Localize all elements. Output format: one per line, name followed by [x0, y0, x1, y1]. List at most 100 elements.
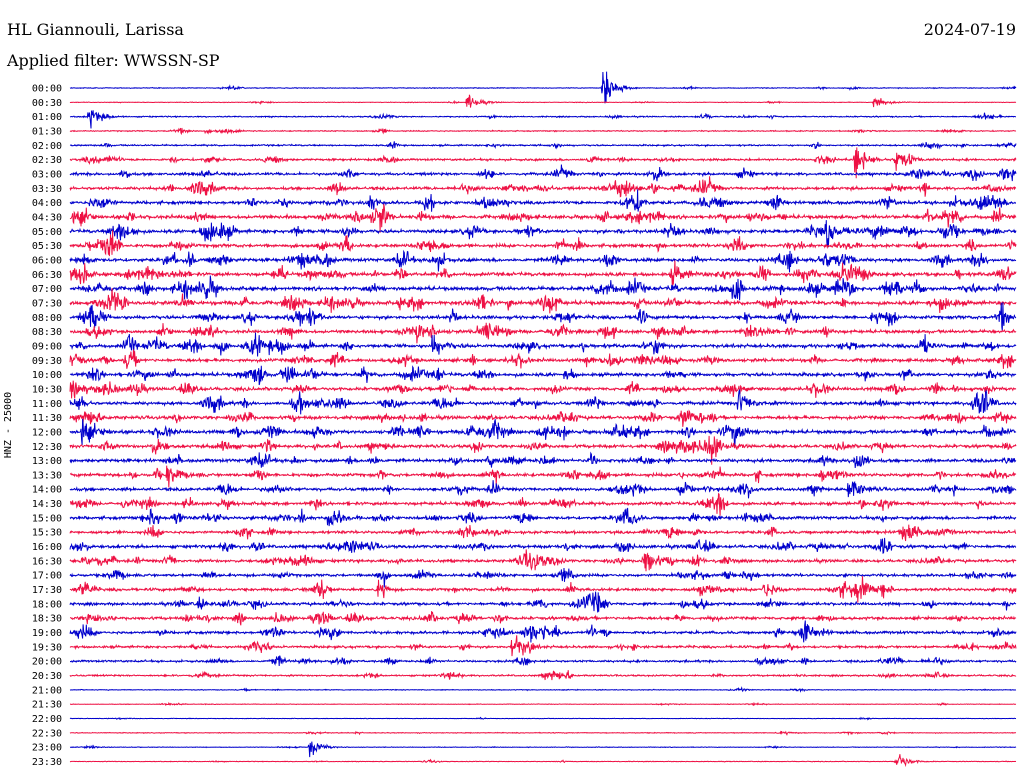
row-time-label: 22:00: [32, 714, 62, 725]
row-time-label: 06:00: [32, 255, 62, 266]
date-label: 2024-07-19: [923, 20, 1016, 39]
trace-row: [69, 94, 1017, 108]
trace-row: [69, 686, 1017, 693]
row-time-label: 21:30: [32, 700, 62, 711]
trace-row: [69, 349, 1017, 369]
trace-row: [69, 365, 1017, 386]
row-time-label: 18:00: [32, 599, 62, 610]
trace-row: [69, 451, 1017, 469]
trace-row: [69, 537, 1017, 554]
row-time-label: 14:00: [32, 485, 62, 496]
trace-row: [70, 655, 1017, 667]
trace-row: [69, 620, 1017, 643]
row-time-label: 12:00: [32, 427, 62, 438]
trace-row: [69, 220, 1017, 248]
station-title: HL Giannouli, Larissa: [7, 20, 184, 39]
row-time-label: 19:00: [32, 628, 62, 639]
trace-row: [69, 670, 1017, 681]
trace-row: [69, 576, 1017, 603]
row-time-label: 01:00: [32, 112, 62, 123]
row-time-label: 02:00: [32, 141, 62, 152]
trace-row: [69, 611, 1017, 626]
row-time-label: 10:30: [32, 384, 62, 395]
row-time-label: 05:30: [32, 241, 62, 252]
trace-row: [69, 275, 1017, 301]
row-time-label: 20:00: [32, 657, 62, 668]
row-time-label: 12:30: [32, 442, 62, 453]
row-time-label: 11:00: [32, 399, 62, 410]
row-time-label: 06:30: [32, 270, 62, 281]
trace-row: [69, 249, 1017, 273]
row-time-label: 05:00: [32, 227, 62, 238]
trace-row: [69, 591, 1017, 613]
trace-row: [69, 230, 1017, 257]
row-time-label: 23:30: [32, 757, 62, 768]
row-time-label: 15:00: [32, 513, 62, 524]
trace-row: [69, 409, 1017, 427]
trace-row: [69, 465, 1017, 488]
trace-row: [69, 524, 1017, 542]
trace-row: [69, 380, 1017, 399]
trace-row: [69, 141, 1017, 150]
trace-row: [69, 127, 1017, 136]
filter-label: Applied filter: WWSSN-SP: [7, 51, 220, 70]
trace-row: [69, 147, 1017, 179]
row-time-label: 13:00: [32, 456, 62, 467]
row-time-label: 04:00: [32, 198, 62, 209]
trace-row: [69, 754, 1017, 768]
row-time-label: 21:00: [32, 685, 62, 696]
trace-row: [69, 260, 1017, 287]
row-time-label: 00:30: [32, 98, 62, 109]
row-time-label: 00:00: [32, 84, 62, 95]
row-time-label: 02:30: [32, 155, 62, 166]
trace-row: [69, 701, 1017, 707]
trace-row: [69, 288, 1017, 314]
row-time-label: 03:00: [32, 169, 62, 180]
trace-row: [69, 492, 1017, 516]
row-time-label: 19:30: [32, 642, 62, 653]
row-time-label: 17:30: [32, 585, 62, 596]
row-time-label: 09:00: [32, 341, 62, 352]
trace-row: [69, 189, 1016, 212]
row-time-label: 13:30: [32, 470, 62, 481]
row-time-label: 14:30: [32, 499, 62, 510]
trace-row: [69, 176, 1017, 198]
row-time-label: 04:30: [32, 212, 62, 223]
row-time-label: 08:00: [32, 313, 62, 324]
trace-row: [69, 435, 1017, 465]
trace-row: [69, 730, 1017, 736]
row-time-label: 09:30: [32, 356, 62, 367]
row-time-label: 01:30: [32, 126, 62, 137]
trace-row: [69, 164, 1017, 182]
row-time-label: 07:00: [32, 284, 62, 295]
trace-row: [69, 302, 1017, 331]
trace-row: [69, 332, 1017, 357]
row-time-label: 16:00: [32, 542, 62, 553]
trace-row: [69, 71, 1017, 104]
trace-row: [69, 110, 1016, 129]
trace-row: [69, 741, 1017, 758]
row-time-label: 15:30: [32, 528, 62, 539]
row-time-label: 08:30: [32, 327, 62, 338]
row-time-label: 03:30: [32, 184, 62, 195]
trace-row: [69, 389, 1017, 415]
row-time-label: 18:30: [32, 614, 62, 625]
row-time-label: 11:30: [32, 413, 62, 424]
trace-row: [69, 418, 1017, 448]
row-time-label: 17:00: [32, 571, 62, 582]
row-time-label: 22:30: [32, 728, 62, 739]
trace-row: [69, 480, 1017, 499]
row-time-label: 16:30: [32, 556, 62, 567]
row-time-label: 07:30: [32, 298, 62, 309]
trace-row: [69, 549, 1017, 572]
trace-row: [69, 567, 1017, 588]
row-time-label: 23:00: [32, 743, 62, 754]
trace-row: [69, 322, 1017, 344]
trace-row: [69, 203, 1017, 233]
trace-row: [69, 507, 1017, 527]
trace-row: [69, 716, 1017, 721]
trace-row: [69, 635, 1017, 657]
row-time-label: 10:00: [32, 370, 62, 381]
row-time-label: 20:30: [32, 671, 62, 682]
